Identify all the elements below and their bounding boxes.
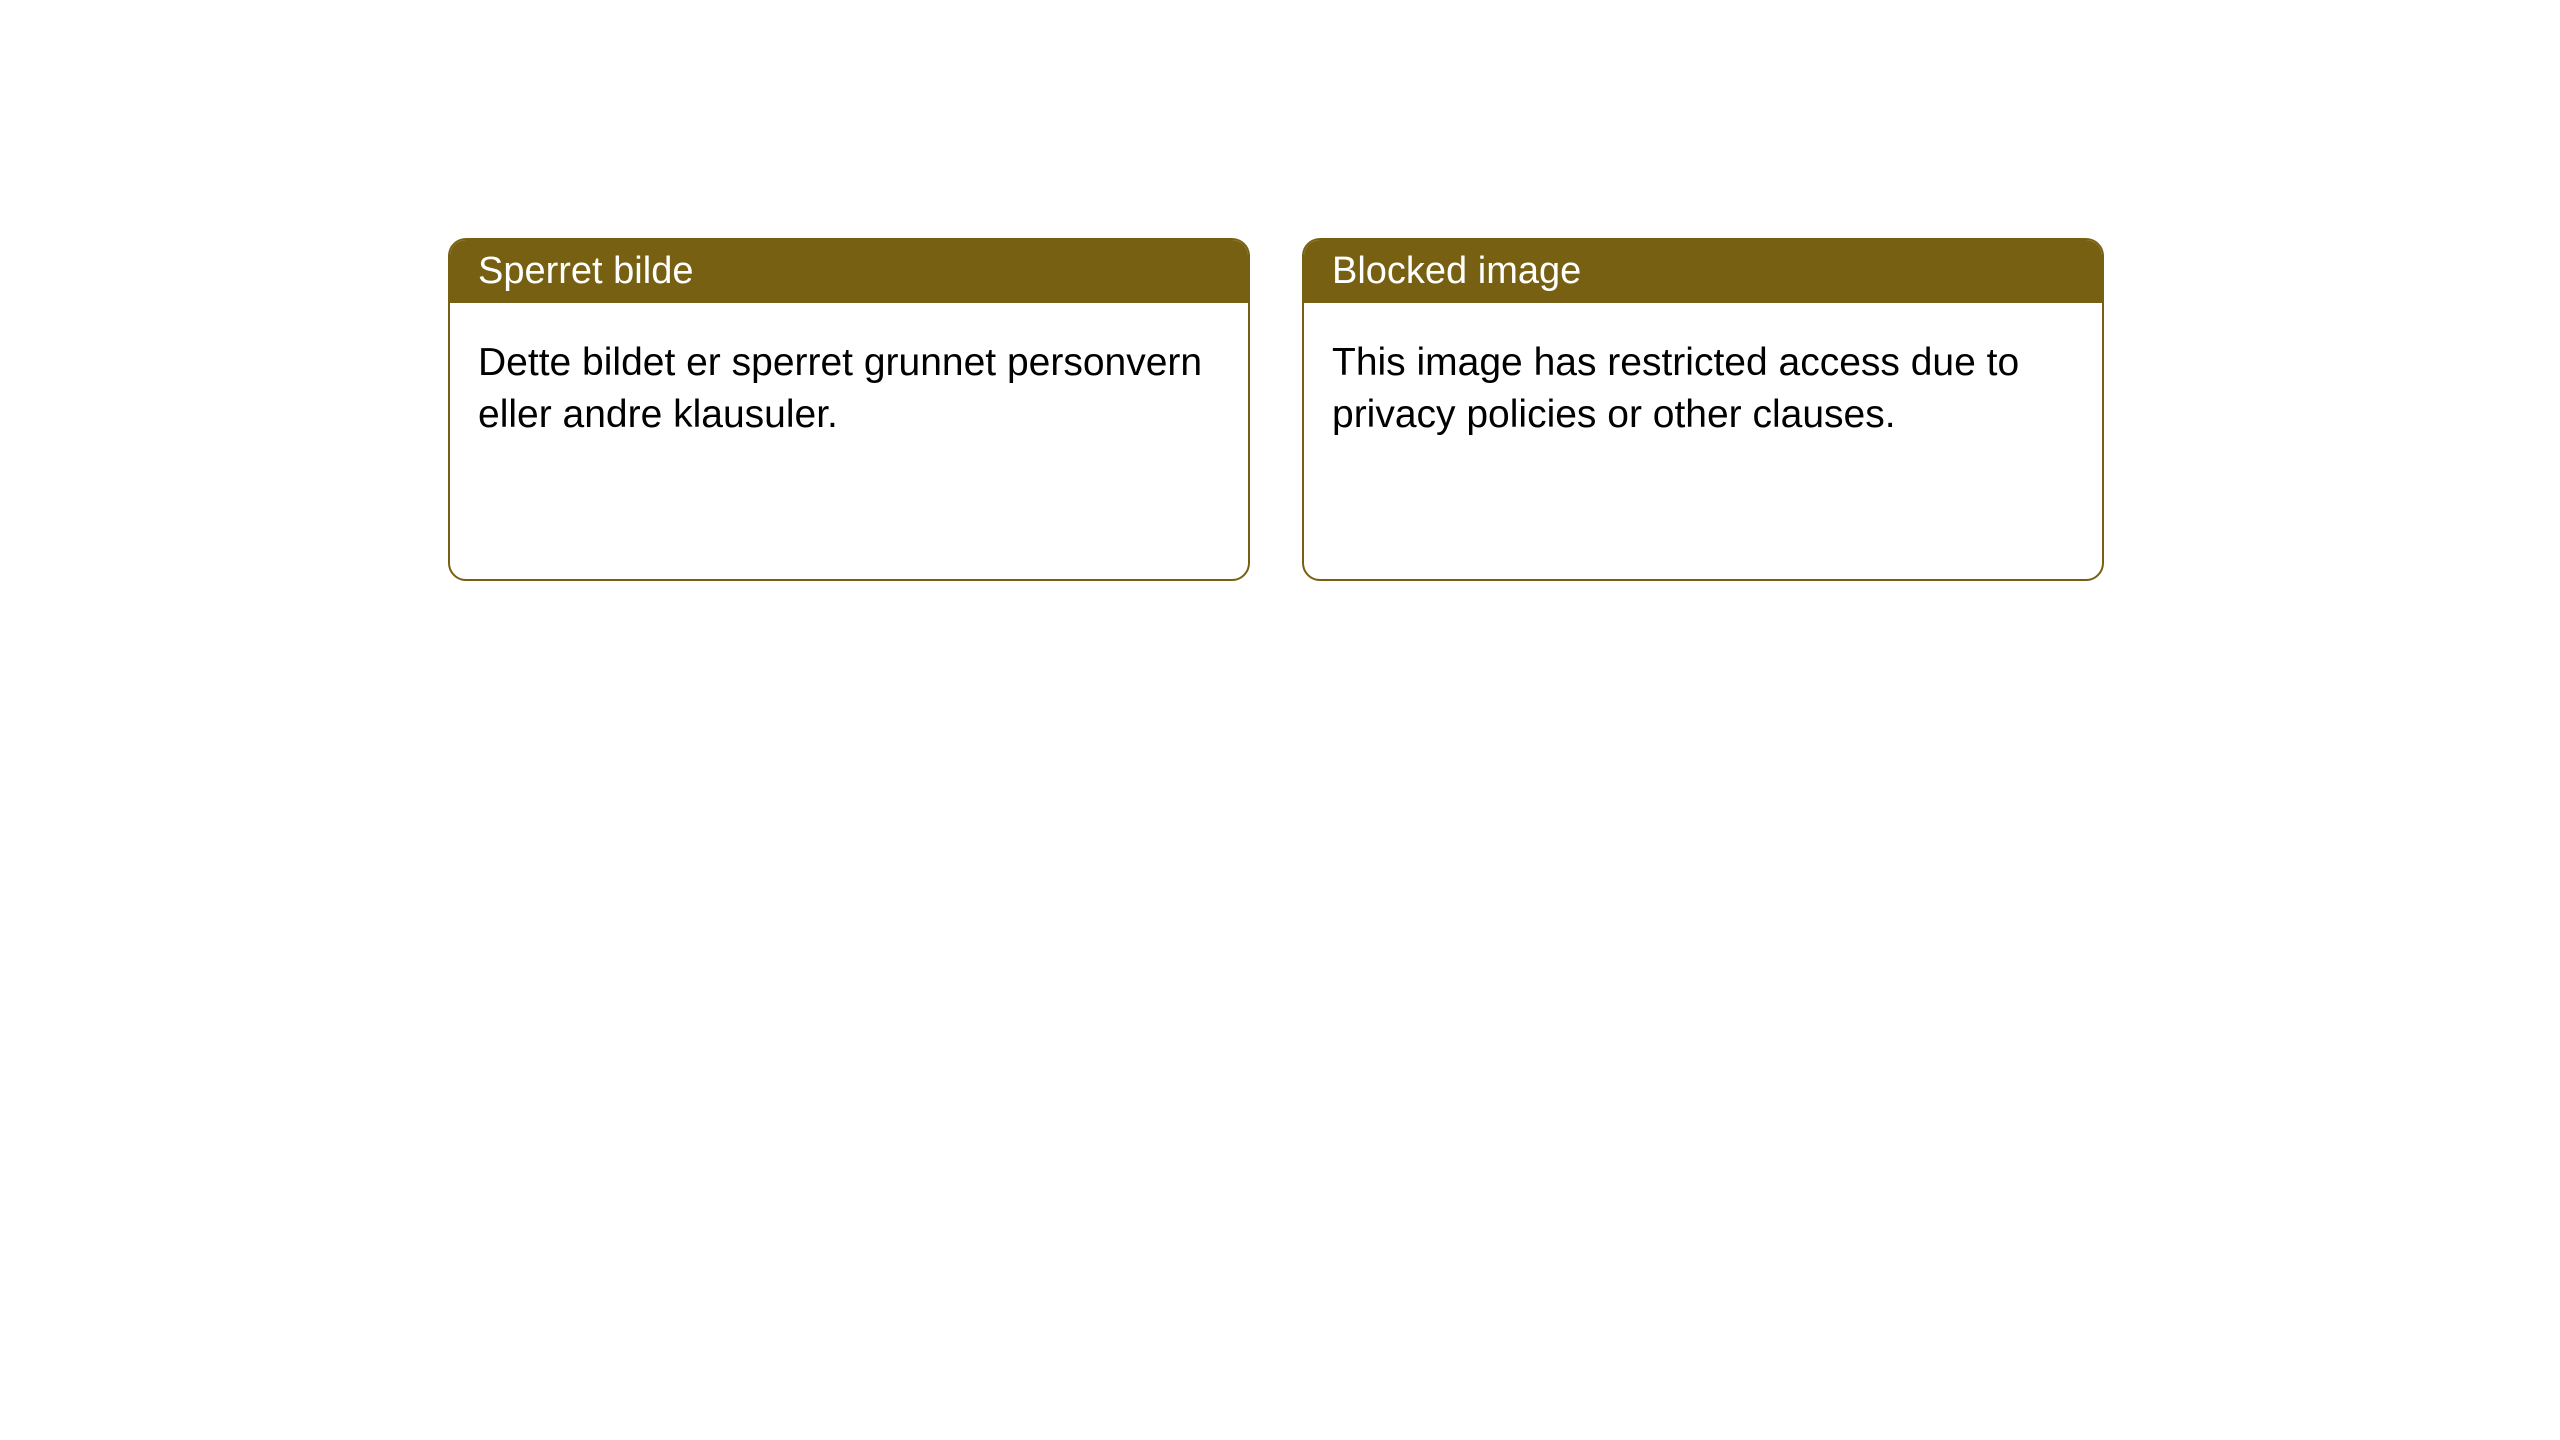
notice-card-body: This image has restricted access due to … (1304, 303, 2102, 579)
notice-card-title: Blocked image (1304, 240, 2102, 303)
notice-card-title: Sperret bilde (450, 240, 1248, 303)
notice-card-english: Blocked image This image has restricted … (1302, 238, 2104, 581)
notice-card-norwegian: Sperret bilde Dette bildet er sperret gr… (448, 238, 1250, 581)
notice-container: Sperret bilde Dette bildet er sperret gr… (0, 0, 2560, 581)
notice-card-body: Dette bildet er sperret grunnet personve… (450, 303, 1248, 579)
